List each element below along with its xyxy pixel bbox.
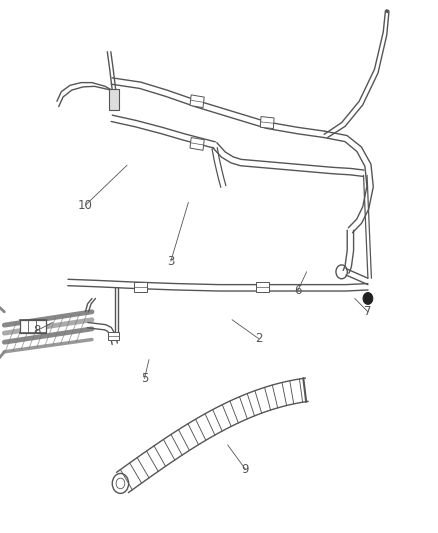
Text: 2: 2 bbox=[254, 332, 262, 345]
Text: 5: 5 bbox=[141, 372, 148, 385]
Bar bbox=[190, 138, 204, 150]
Text: 3: 3 bbox=[167, 255, 174, 268]
Text: 6: 6 bbox=[294, 284, 302, 297]
Text: 8: 8 bbox=[34, 324, 41, 337]
Circle shape bbox=[363, 293, 373, 304]
Bar bbox=[260, 117, 274, 128]
Text: 9: 9 bbox=[241, 463, 249, 475]
Bar bbox=[256, 282, 269, 292]
Text: 10: 10 bbox=[78, 199, 93, 212]
Bar bbox=[134, 282, 147, 292]
Bar bbox=[109, 332, 119, 340]
Bar bbox=[20, 320, 46, 333]
Text: 7: 7 bbox=[364, 305, 372, 318]
Bar bbox=[109, 89, 119, 110]
Bar bbox=[190, 95, 204, 108]
